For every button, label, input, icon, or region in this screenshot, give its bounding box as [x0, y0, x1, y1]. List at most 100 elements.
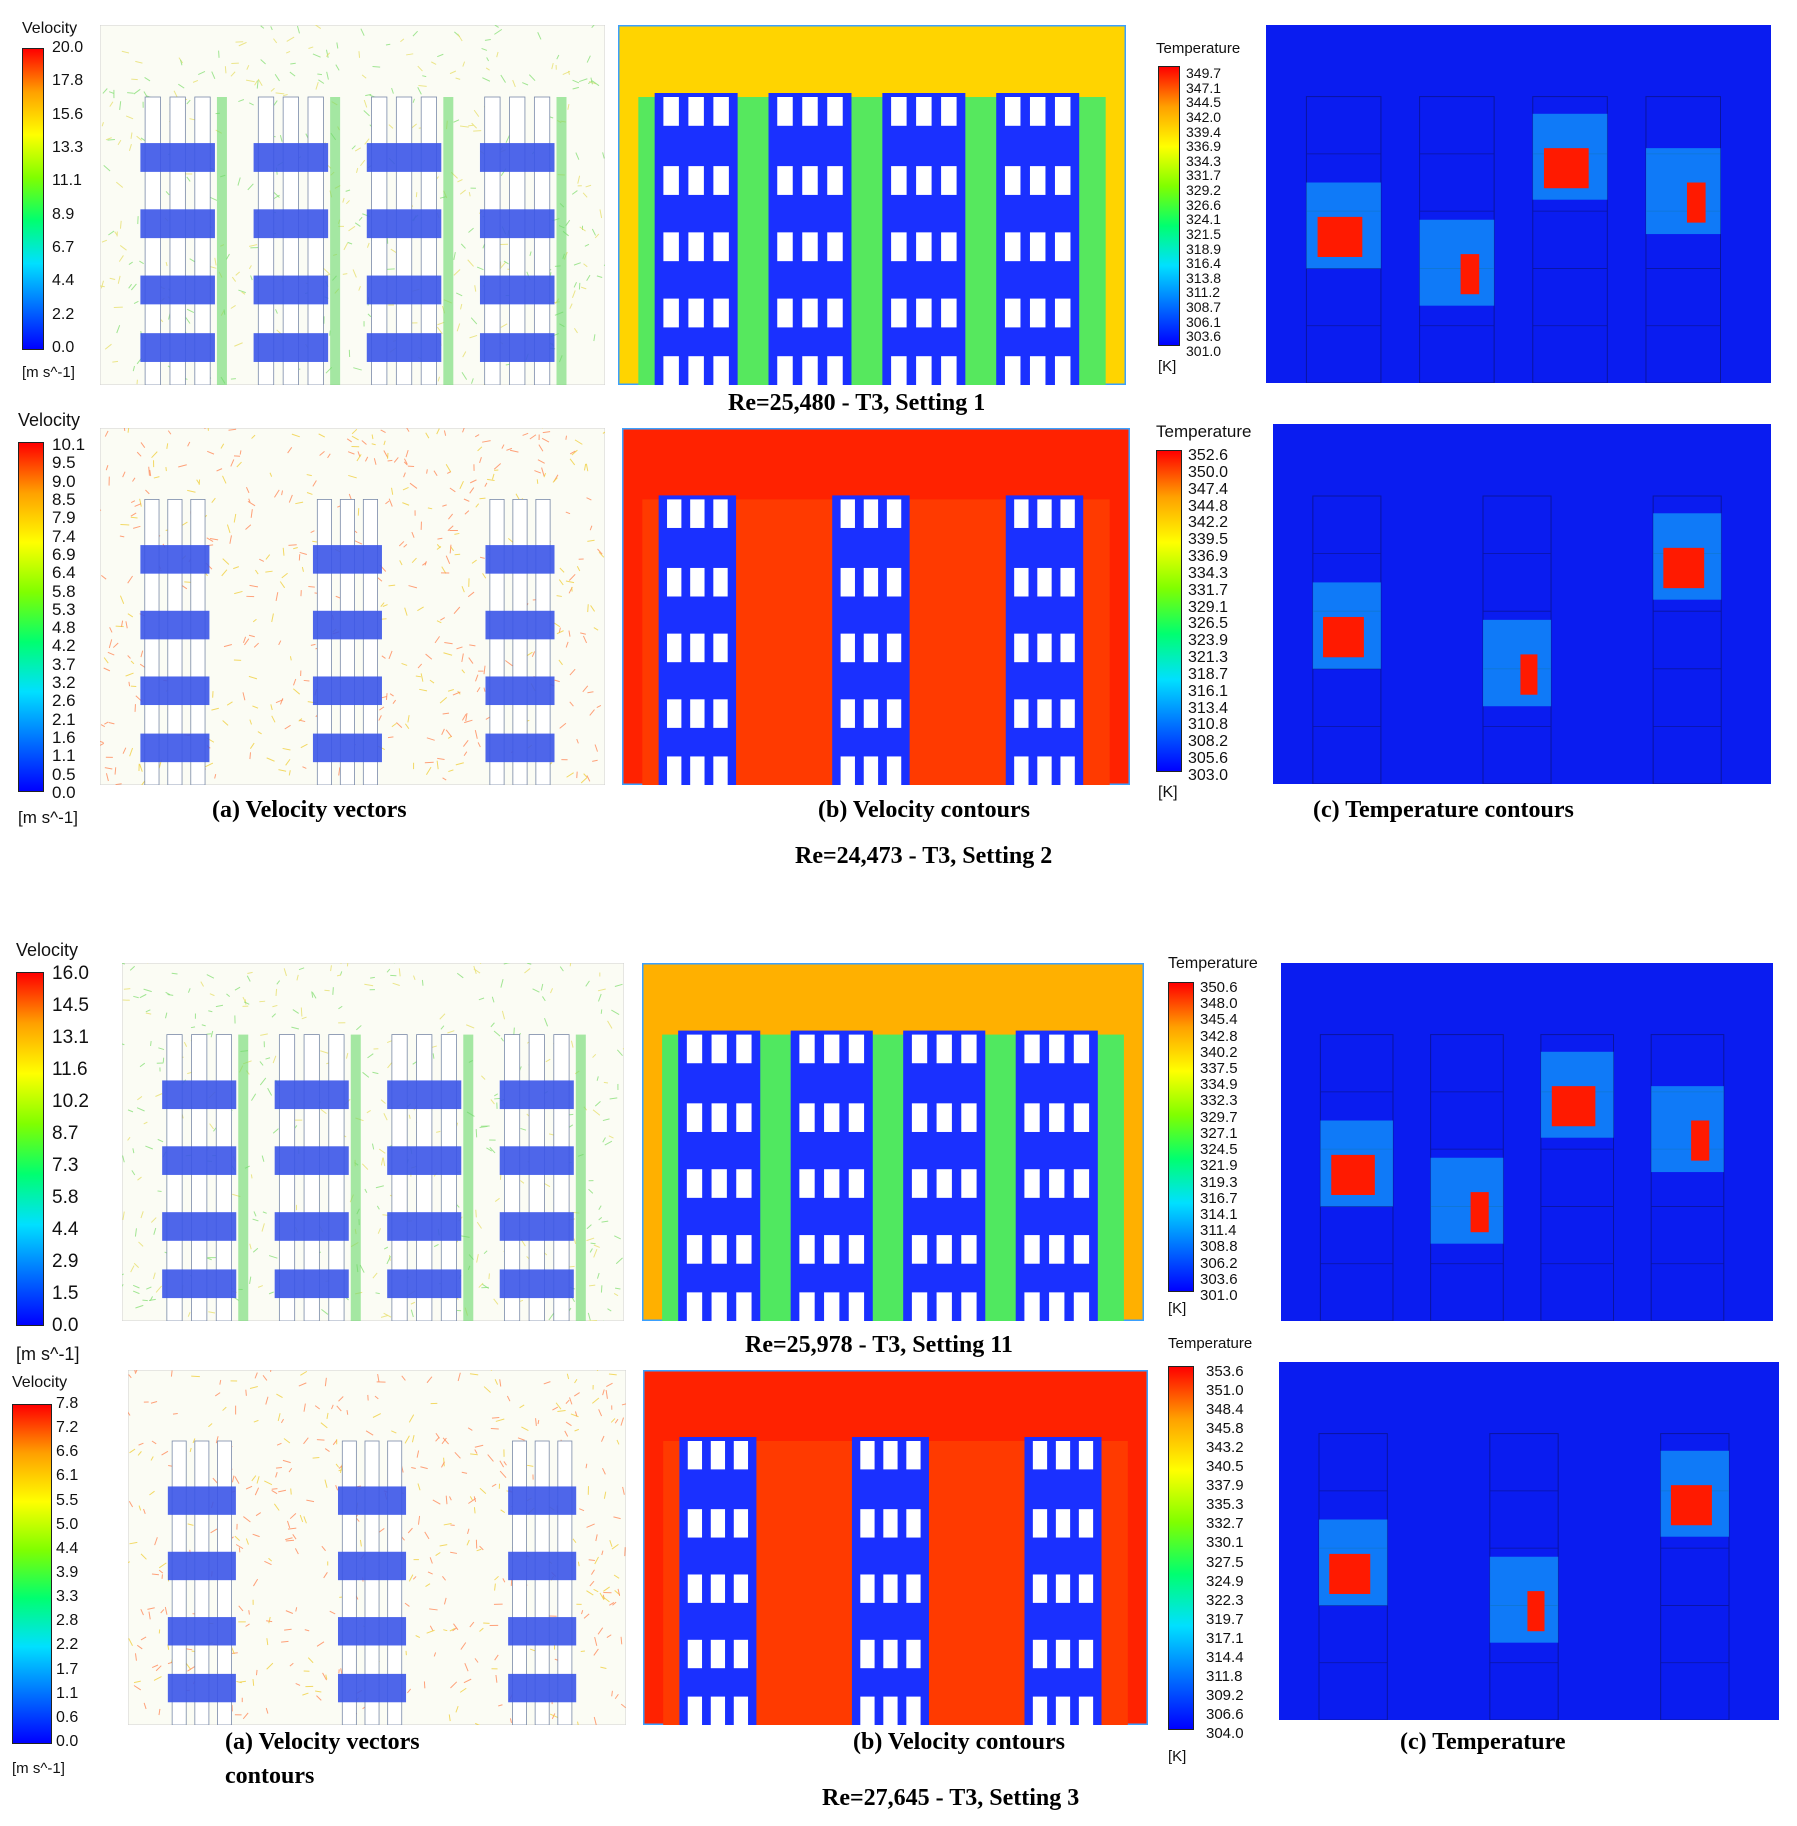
vector-arrow [284, 1628, 292, 1631]
vector-arrow [178, 83, 185, 89]
vector-arrow [425, 1583, 431, 1587]
vector-arrow [253, 642, 260, 648]
vector-arrow [330, 965, 332, 972]
vector-arrow [544, 1018, 549, 1027]
vector-arrow [445, 555, 451, 564]
vector-arrow [503, 260, 509, 265]
vector-arrow [595, 1534, 598, 1542]
temperature-tick-label: 321.5 [1186, 225, 1222, 242]
vector-arrow [383, 440, 386, 446]
vector-arrow [448, 769, 454, 773]
vector-arrow [505, 134, 510, 143]
vector-arrow [282, 547, 285, 556]
vector-arrow [261, 1155, 265, 1162]
vector-arrow [586, 1590, 594, 1596]
server-band [140, 610, 210, 640]
vector-arrow [493, 1298, 499, 1305]
vector-arrow [346, 1410, 349, 1415]
vector-arrow [276, 1442, 282, 1446]
vector-arrow [209, 1123, 214, 1130]
vector-arrow [604, 1140, 613, 1146]
vector-arrow [424, 1531, 430, 1540]
vector-arrow [320, 1422, 328, 1429]
vector-arrow [363, 110, 370, 117]
vector-arrow [570, 1413, 579, 1418]
vector-arrow [611, 1543, 619, 1550]
vector-arrow [129, 1541, 138, 1545]
velocity-tick-label: 1.6 [52, 728, 76, 748]
vector-arrow [499, 1460, 505, 1468]
vector-arrow [192, 79, 199, 83]
vector-arrow [407, 1527, 413, 1534]
vector-arrow [455, 1705, 459, 1713]
vector-arrow [589, 1248, 593, 1253]
vector-arrow [494, 1097, 501, 1100]
vector-arrow [360, 159, 366, 167]
vector-arrow [119, 245, 127, 251]
vector-arrow [378, 706, 385, 711]
setting-2-caption: Re=24,473 - T3, Setting 2 [795, 843, 1053, 869]
vector-arrow [272, 1055, 277, 1064]
vector-arrow [251, 1093, 257, 1101]
vector-arrow [300, 1007, 303, 1017]
vector-arrow [249, 1276, 252, 1285]
vector-arrow [386, 968, 391, 973]
vector-arrow [318, 79, 325, 84]
vector-arrow [489, 1147, 496, 1154]
vector-arrow [112, 642, 119, 648]
vector-arrow [296, 974, 299, 981]
vector-arrow [429, 1557, 433, 1564]
vector-arrow [120, 523, 130, 526]
vector-arrow [590, 605, 596, 612]
server-slot [961, 1169, 977, 1198]
vector-arrow [436, 546, 442, 550]
vector-arrow [543, 1381, 551, 1385]
vector-arrow [387, 736, 394, 739]
velocity-tick-label: 2.6 [52, 691, 76, 711]
vector-arrow [457, 1372, 461, 1382]
vector-arrow [292, 1534, 297, 1540]
vector-arrow [127, 575, 133, 584]
vector-arrow [460, 303, 463, 310]
vector-arrow [130, 1265, 135, 1273]
server-slot [1014, 699, 1029, 728]
vector-arrow [538, 444, 544, 452]
vector-arrow [129, 747, 134, 757]
temperature-tick-label: 339.4 [1186, 123, 1222, 140]
vector-arrow [611, 1690, 613, 1697]
vector-arrow [585, 980, 590, 987]
vector-arrow [226, 524, 231, 534]
vector-arrow [457, 33, 463, 42]
vector-arrow [494, 1197, 500, 1202]
vector-arrow [391, 722, 397, 728]
server-slot [736, 1103, 752, 1132]
vector-arrow [319, 451, 325, 456]
vector-arrow [586, 1237, 595, 1242]
vector-arrow [335, 1484, 339, 1491]
server-slot [733, 1509, 749, 1538]
vector-arrow [543, 472, 547, 478]
vector-arrow [114, 767, 117, 775]
hot-spot [1331, 1154, 1375, 1195]
vector-arrow [132, 1148, 135, 1154]
vector-arrow [155, 1285, 162, 1293]
vector-arrow [187, 1523, 194, 1526]
vector-arrow [473, 109, 480, 117]
vector-arrow [209, 993, 215, 997]
vector-arrow [306, 1499, 315, 1503]
vector-arrow [381, 655, 386, 659]
server-slot [941, 97, 957, 126]
velocity-tick-label: 4.4 [52, 272, 75, 290]
vector-arrow [136, 135, 142, 141]
vector-arrow [391, 487, 394, 495]
vector-arrow [576, 738, 579, 744]
warm-plume [1489, 1556, 1559, 1643]
vector-arrow [520, 1180, 525, 1184]
vector-arrow [579, 226, 586, 232]
velocity-legend-unit: [m s^-1] [16, 1344, 80, 1364]
vector-arrow [108, 230, 115, 236]
vector-arrow [594, 1636, 598, 1646]
server-slot [711, 1034, 727, 1064]
vector-arrow [248, 1610, 250, 1615]
vector-arrow [370, 976, 375, 979]
